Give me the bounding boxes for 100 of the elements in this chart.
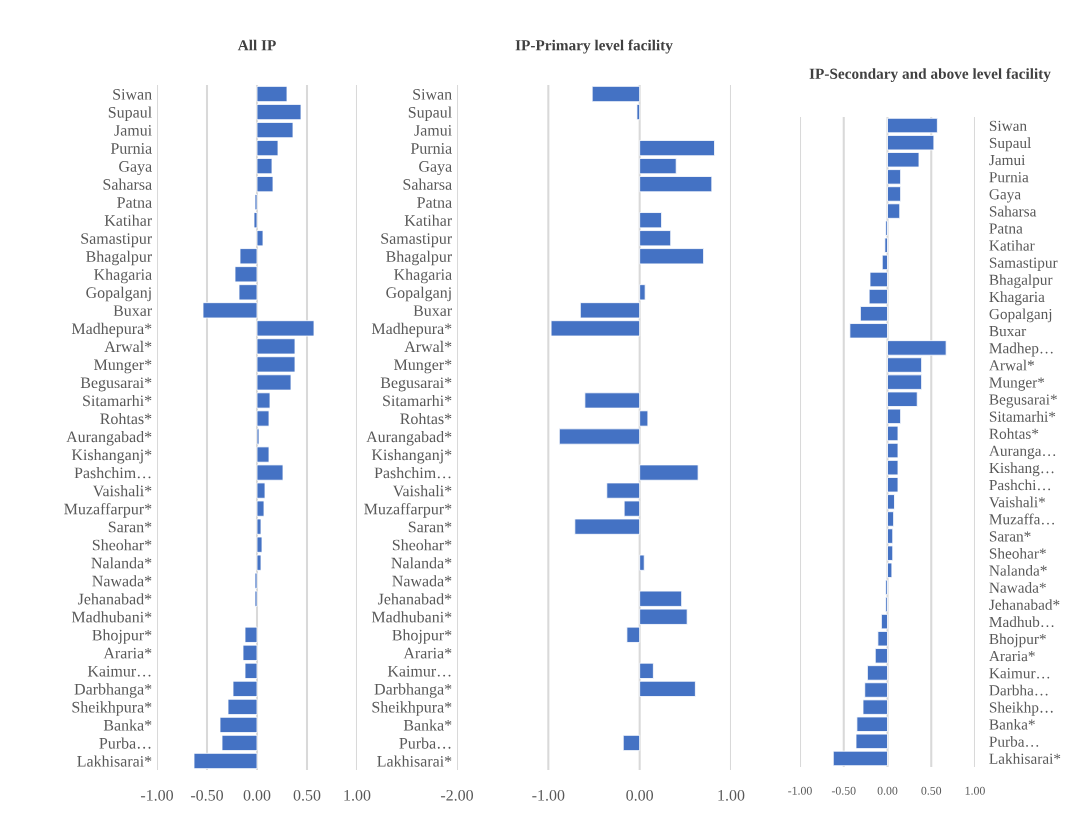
bar (256, 140, 279, 157)
x-tick-label: -1.00 (788, 786, 812, 795)
y-tick-label: Patna (989, 223, 1023, 234)
bar (639, 554, 645, 571)
y-tick-label: Patna (417, 197, 452, 208)
y-tick-label: Nalanda* (91, 557, 152, 569)
y-tick-label: Rohtas* (989, 428, 1039, 439)
y-tick-label: Sheohar* (392, 539, 452, 551)
y-tick-label: Kaimur… (87, 665, 151, 677)
y-tick-label: Nawada* (392, 575, 452, 587)
y-tick-label: Pashchi… (989, 479, 1051, 491)
chart-title: IP-Primary level facility (515, 39, 673, 54)
y-tick-label: Arwal* (404, 340, 452, 353)
y-tick-label: Supaul (989, 137, 1032, 152)
y-tick-label: Buxar (989, 326, 1027, 337)
y-tick-label: Araria* (403, 647, 452, 659)
bar (256, 85, 288, 103)
y-tick-label: Auranga… (989, 445, 1056, 460)
y-tick-label: Gopalganj (86, 286, 151, 302)
bar (591, 85, 641, 103)
y-tick-label: Bhojpur* (92, 629, 152, 644)
y-tick-label: Gopalganj (386, 286, 451, 302)
y-tick-label: Purnia (410, 143, 452, 154)
y-tick-label: Bhagalpur (989, 274, 1053, 289)
x-tick-label: -1.00 (532, 789, 565, 801)
y-tick-label: Sitamarhi* (989, 411, 1056, 422)
y-tick-label: Kishanganj* (371, 449, 452, 464)
y-tick-label: Madhepura* (71, 322, 152, 338)
y-tick-label: Khagaria (989, 291, 1045, 306)
y-tick-label: Samastipur (81, 233, 152, 248)
y-tick-label: Buxar (113, 305, 152, 317)
bar (219, 716, 258, 734)
y-tick-label: Purba… (989, 736, 1039, 747)
y-tick-label: Bhagalpur (386, 250, 452, 266)
y-tick-label: Gaya (119, 161, 152, 176)
y-tick-label: Sheohar* (92, 539, 152, 551)
y-tick-label: Siwan (113, 88, 152, 100)
y-tick-label: Banka* (103, 719, 152, 731)
y-tick-label: Araria* (989, 651, 1035, 662)
y-tick-label: Kishanganj* (71, 449, 152, 464)
y-tick-label: Jehanabad* (77, 593, 152, 605)
y-tick-label: Jehanabad* (989, 599, 1060, 610)
y-tick-label: Saharsa (103, 178, 152, 190)
y-tick-label: Sheikhpura* (372, 701, 452, 716)
y-tick-label: Begusarai* (989, 394, 1057, 408)
y-tick-label: Katihar (404, 214, 452, 226)
bar (639, 176, 713, 193)
y-tick-label: Siwan (989, 120, 1027, 131)
bar (639, 158, 677, 175)
y-tick-label: Jehanabad* (377, 593, 452, 605)
bar (639, 140, 715, 157)
y-tick-label: Muzaffarpur* (364, 503, 452, 518)
y-tick-label: Munger* (394, 359, 452, 374)
y-tick-label: Saharsa (989, 205, 1037, 217)
y-tick-label: Munger* (94, 359, 152, 374)
y-tick-label: Vaishali* (989, 496, 1046, 508)
y-tick-label: Muzaffarpur* (64, 503, 152, 518)
y-tick-label: Sitamarhi* (83, 394, 152, 407)
y-tick-label: Sitamarhi* (383, 394, 452, 407)
y-tick-label: Nalanda* (989, 564, 1047, 576)
bar (256, 158, 273, 175)
y-tick-label: Jamui (414, 125, 452, 136)
y-tick-label: Khagaria (394, 268, 452, 284)
y-tick-label: Samastipur (381, 233, 452, 248)
y-tick-label: Arwal* (104, 340, 152, 353)
y-tick-label: Lakhisarai* (377, 755, 452, 767)
bar (221, 734, 258, 752)
x-tick-label: -1.00 (140, 789, 174, 801)
y-tick-label: Kaimur… (387, 665, 451, 677)
y-tick-label: Rohtas* (400, 412, 452, 425)
x-tick-label: -2.00 (440, 789, 474, 801)
y-tick-label: Katihar (104, 214, 152, 226)
bar (242, 644, 258, 661)
y-tick-label: Banka* (989, 718, 1035, 730)
y-tick-label: Madhubani* (71, 611, 152, 623)
bar (869, 271, 888, 288)
bar (832, 750, 888, 767)
x-tick-label: 1.00 (965, 786, 985, 795)
y-tick-label: Sheikhpura* (72, 701, 152, 716)
bar (622, 734, 641, 752)
y-tick-label: Bhojpur* (392, 629, 452, 644)
y-tick-label: Purnia (989, 172, 1029, 183)
y-tick-label: Supaul (408, 106, 452, 121)
y-tick-label: Muzaffa… (989, 513, 1055, 525)
y-tick-label: Lakhisarai* (77, 755, 152, 767)
bar (244, 626, 258, 643)
y-tick-label: Katihar (989, 239, 1035, 251)
y-tick-label: Madhep… (989, 342, 1053, 357)
y-tick-label: Madhub… (989, 616, 1054, 628)
x-tick-label: 1.00 (344, 789, 371, 801)
y-tick-label: Gopalganj (989, 308, 1052, 323)
y-tick-label: Nawada* (92, 575, 152, 587)
y-tick-label: Madhubani* (371, 611, 452, 623)
bar (193, 752, 258, 770)
y-tick-label: Rohtas* (100, 412, 152, 425)
y-tick-label: Saran* (108, 521, 152, 533)
y-tick-label: Aurangabad* (366, 430, 452, 446)
y-tick-label: Madhepura* (371, 322, 452, 338)
y-tick-label: Gaya (989, 189, 1021, 203)
bar (256, 103, 302, 121)
